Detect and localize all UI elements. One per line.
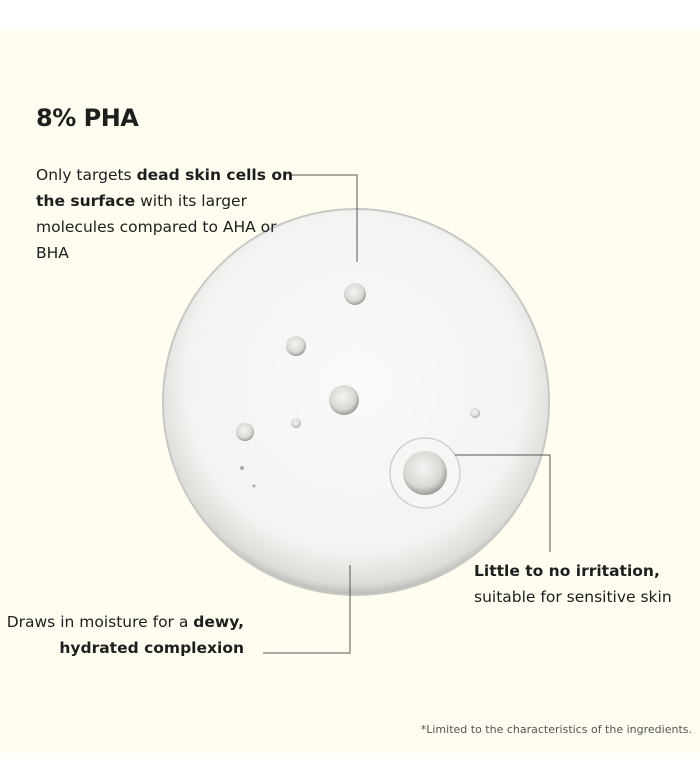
page-title: 8% PHA bbox=[36, 104, 139, 132]
callout-moisture: Draws in moisture for a dewy, hydrated c… bbox=[6, 613, 244, 657]
footnote: *Limited to the characteristics of the i… bbox=[420, 723, 692, 736]
leader-lines bbox=[263, 174, 551, 654]
bubbles bbox=[236, 283, 480, 509]
callout-dead-skin: Only targets dead skin cells on the surf… bbox=[36, 166, 294, 262]
callout-irritation: Little to no irritation, suitable for sen… bbox=[474, 562, 672, 606]
